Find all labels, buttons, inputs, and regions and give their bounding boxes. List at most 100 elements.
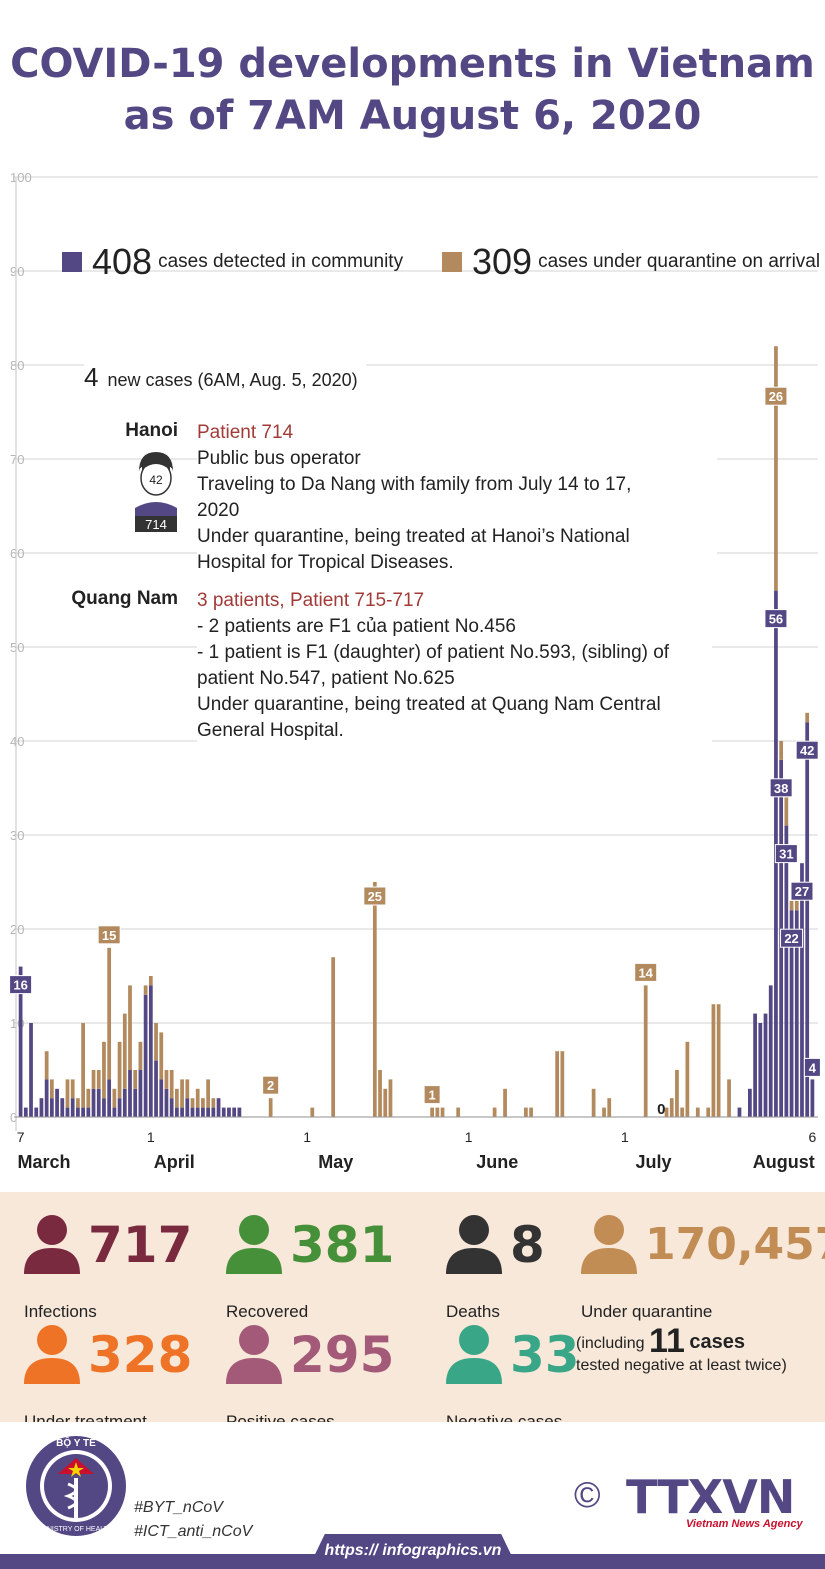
legend-community: 408 cases detected in community bbox=[62, 240, 403, 284]
data-label: 0 bbox=[657, 1101, 665, 1118]
hanoi-line: 2020 bbox=[197, 500, 240, 521]
including-note: (including 11 cases tested negative at l… bbox=[576, 1324, 787, 1377]
copyright-icon: © bbox=[574, 1474, 601, 1515]
bar-arrival bbox=[555, 1051, 560, 1117]
bar-arrival bbox=[128, 985, 132, 1070]
person-icon bbox=[24, 1325, 80, 1384]
infections-label: Infections bbox=[24, 1302, 97, 1321]
bar-arrival bbox=[175, 1088, 179, 1108]
legend-community-swatch bbox=[62, 252, 82, 272]
hanoi-line: Traveling to Da Nang with family from Ju… bbox=[197, 474, 632, 495]
bar-community bbox=[55, 1088, 59, 1117]
bar-community bbox=[237, 1107, 242, 1117]
bar-community bbox=[91, 1088, 96, 1117]
bar-community bbox=[39, 1098, 44, 1117]
hashtag[interactable]: #BYT_nCoV bbox=[134, 1499, 223, 1516]
negative-value: 33 bbox=[510, 1326, 580, 1384]
bar-arrival bbox=[388, 1079, 393, 1117]
data-label-badge bbox=[97, 925, 121, 945]
hashtags: #BYT_nCoV #ICT_anti_nCoV bbox=[134, 1496, 252, 1544]
quangnam-patient-title: 3 patients, Patient 715-717 bbox=[197, 590, 425, 611]
month-label: May bbox=[318, 1152, 353, 1172]
bar-community bbox=[154, 1060, 158, 1117]
data-label-badge bbox=[423, 1085, 441, 1105]
bar-community bbox=[112, 1107, 117, 1117]
bar-community bbox=[70, 1098, 75, 1117]
data-label-badge bbox=[764, 386, 788, 406]
bar-community bbox=[18, 966, 23, 1117]
chart-data-labels: 16 15 2 25 1 14 0 26 56 38 31 22 27 42 4 bbox=[9, 386, 821, 1118]
recovered-value: 381 bbox=[290, 1216, 395, 1274]
y-tick-label: 90 bbox=[10, 264, 24, 279]
bar-arrival bbox=[211, 1098, 216, 1108]
bar-arrival bbox=[524, 1107, 528, 1117]
bar-arrival bbox=[107, 947, 112, 1080]
bar-community bbox=[794, 910, 799, 1117]
bar-community bbox=[81, 1107, 85, 1117]
bar-arrival bbox=[794, 900, 799, 911]
bar-arrival bbox=[190, 1098, 195, 1108]
bar-arrival bbox=[138, 1041, 143, 1070]
bar-arrival bbox=[96, 1070, 101, 1089]
bar-arrival bbox=[372, 882, 377, 1117]
legend-arrival-swatch bbox=[442, 252, 462, 272]
y-tick-label: 100 bbox=[10, 170, 32, 185]
legend-community-label: cases detected in community bbox=[158, 251, 404, 272]
title-line-2: as of 7AM August 6, 2020 bbox=[123, 93, 702, 139]
bar-arrival bbox=[435, 1107, 440, 1117]
avatar-id: 714 bbox=[145, 517, 167, 532]
bar-community bbox=[60, 1098, 65, 1117]
bar-arrival bbox=[591, 1088, 596, 1117]
bar-community bbox=[148, 985, 153, 1117]
bar-arrival bbox=[378, 1070, 382, 1117]
bar-community bbox=[49, 1098, 54, 1117]
data-label-badge bbox=[795, 740, 819, 760]
legend-community-number: 408 bbox=[92, 241, 153, 282]
bar-community bbox=[789, 910, 794, 1117]
website-link[interactable]: https:// infographics.vn bbox=[308, 1534, 518, 1569]
patient-avatar-icon: 42 714 bbox=[135, 452, 177, 532]
y-tick-label: 50 bbox=[10, 640, 24, 655]
stats-panel: 717 Infections 381 Recovered 8 Deaths 17… bbox=[0, 1192, 825, 1431]
bar-community bbox=[169, 1098, 174, 1117]
hashtag[interactable]: #ICT_anti_nCoV bbox=[134, 1523, 253, 1540]
bar-community bbox=[190, 1107, 195, 1117]
bar-arrival bbox=[70, 1079, 75, 1099]
data-label: 16 bbox=[13, 978, 27, 993]
place-hanoi: Hanoi bbox=[110, 420, 178, 442]
bar-arrival bbox=[164, 1070, 169, 1089]
bar-community bbox=[44, 1079, 49, 1117]
bar-arrival bbox=[86, 1088, 91, 1108]
including-unit: cases bbox=[689, 1331, 745, 1353]
bar-community bbox=[180, 1107, 184, 1117]
ministry-top-text: BỘ Y TẾ bbox=[56, 1436, 96, 1449]
quarantine-label: Under quarantine bbox=[581, 1302, 713, 1321]
recovered-label: Recovered bbox=[226, 1302, 309, 1321]
bar-arrival bbox=[154, 1023, 158, 1061]
data-label-badge bbox=[769, 778, 793, 798]
bar-community bbox=[784, 825, 789, 1117]
data-label: 2 bbox=[267, 1078, 274, 1093]
ttxvn-logo: TTXVN bbox=[626, 1470, 795, 1524]
bar-community bbox=[737, 1107, 742, 1117]
including-prefix: (including bbox=[576, 1335, 645, 1352]
legend-arrival-label: cases under quarantine on arrival bbox=[538, 251, 821, 272]
x-tick-label: 1 bbox=[147, 1129, 155, 1145]
y-tick-label: 30 bbox=[10, 828, 24, 843]
legend-arrival: 309 cases under quarantine on arrival bbox=[442, 240, 820, 284]
bar-arrival bbox=[201, 1098, 205, 1108]
bar-arrival bbox=[195, 1088, 200, 1108]
bar-arrival bbox=[44, 1051, 49, 1080]
bar-community bbox=[96, 1088, 101, 1117]
bar-arrival bbox=[148, 976, 153, 986]
bar-arrival bbox=[607, 1098, 612, 1117]
y-tick-label: 60 bbox=[10, 546, 24, 561]
bar-arrival bbox=[716, 1004, 721, 1117]
bar-community bbox=[133, 1088, 138, 1117]
bar-arrival bbox=[268, 1098, 273, 1117]
month-label: March bbox=[18, 1152, 71, 1172]
data-label-badge bbox=[634, 962, 658, 982]
data-label: 27 bbox=[795, 884, 809, 899]
x-tick-label: 1 bbox=[621, 1129, 629, 1145]
positive-value: 295 bbox=[290, 1326, 395, 1384]
